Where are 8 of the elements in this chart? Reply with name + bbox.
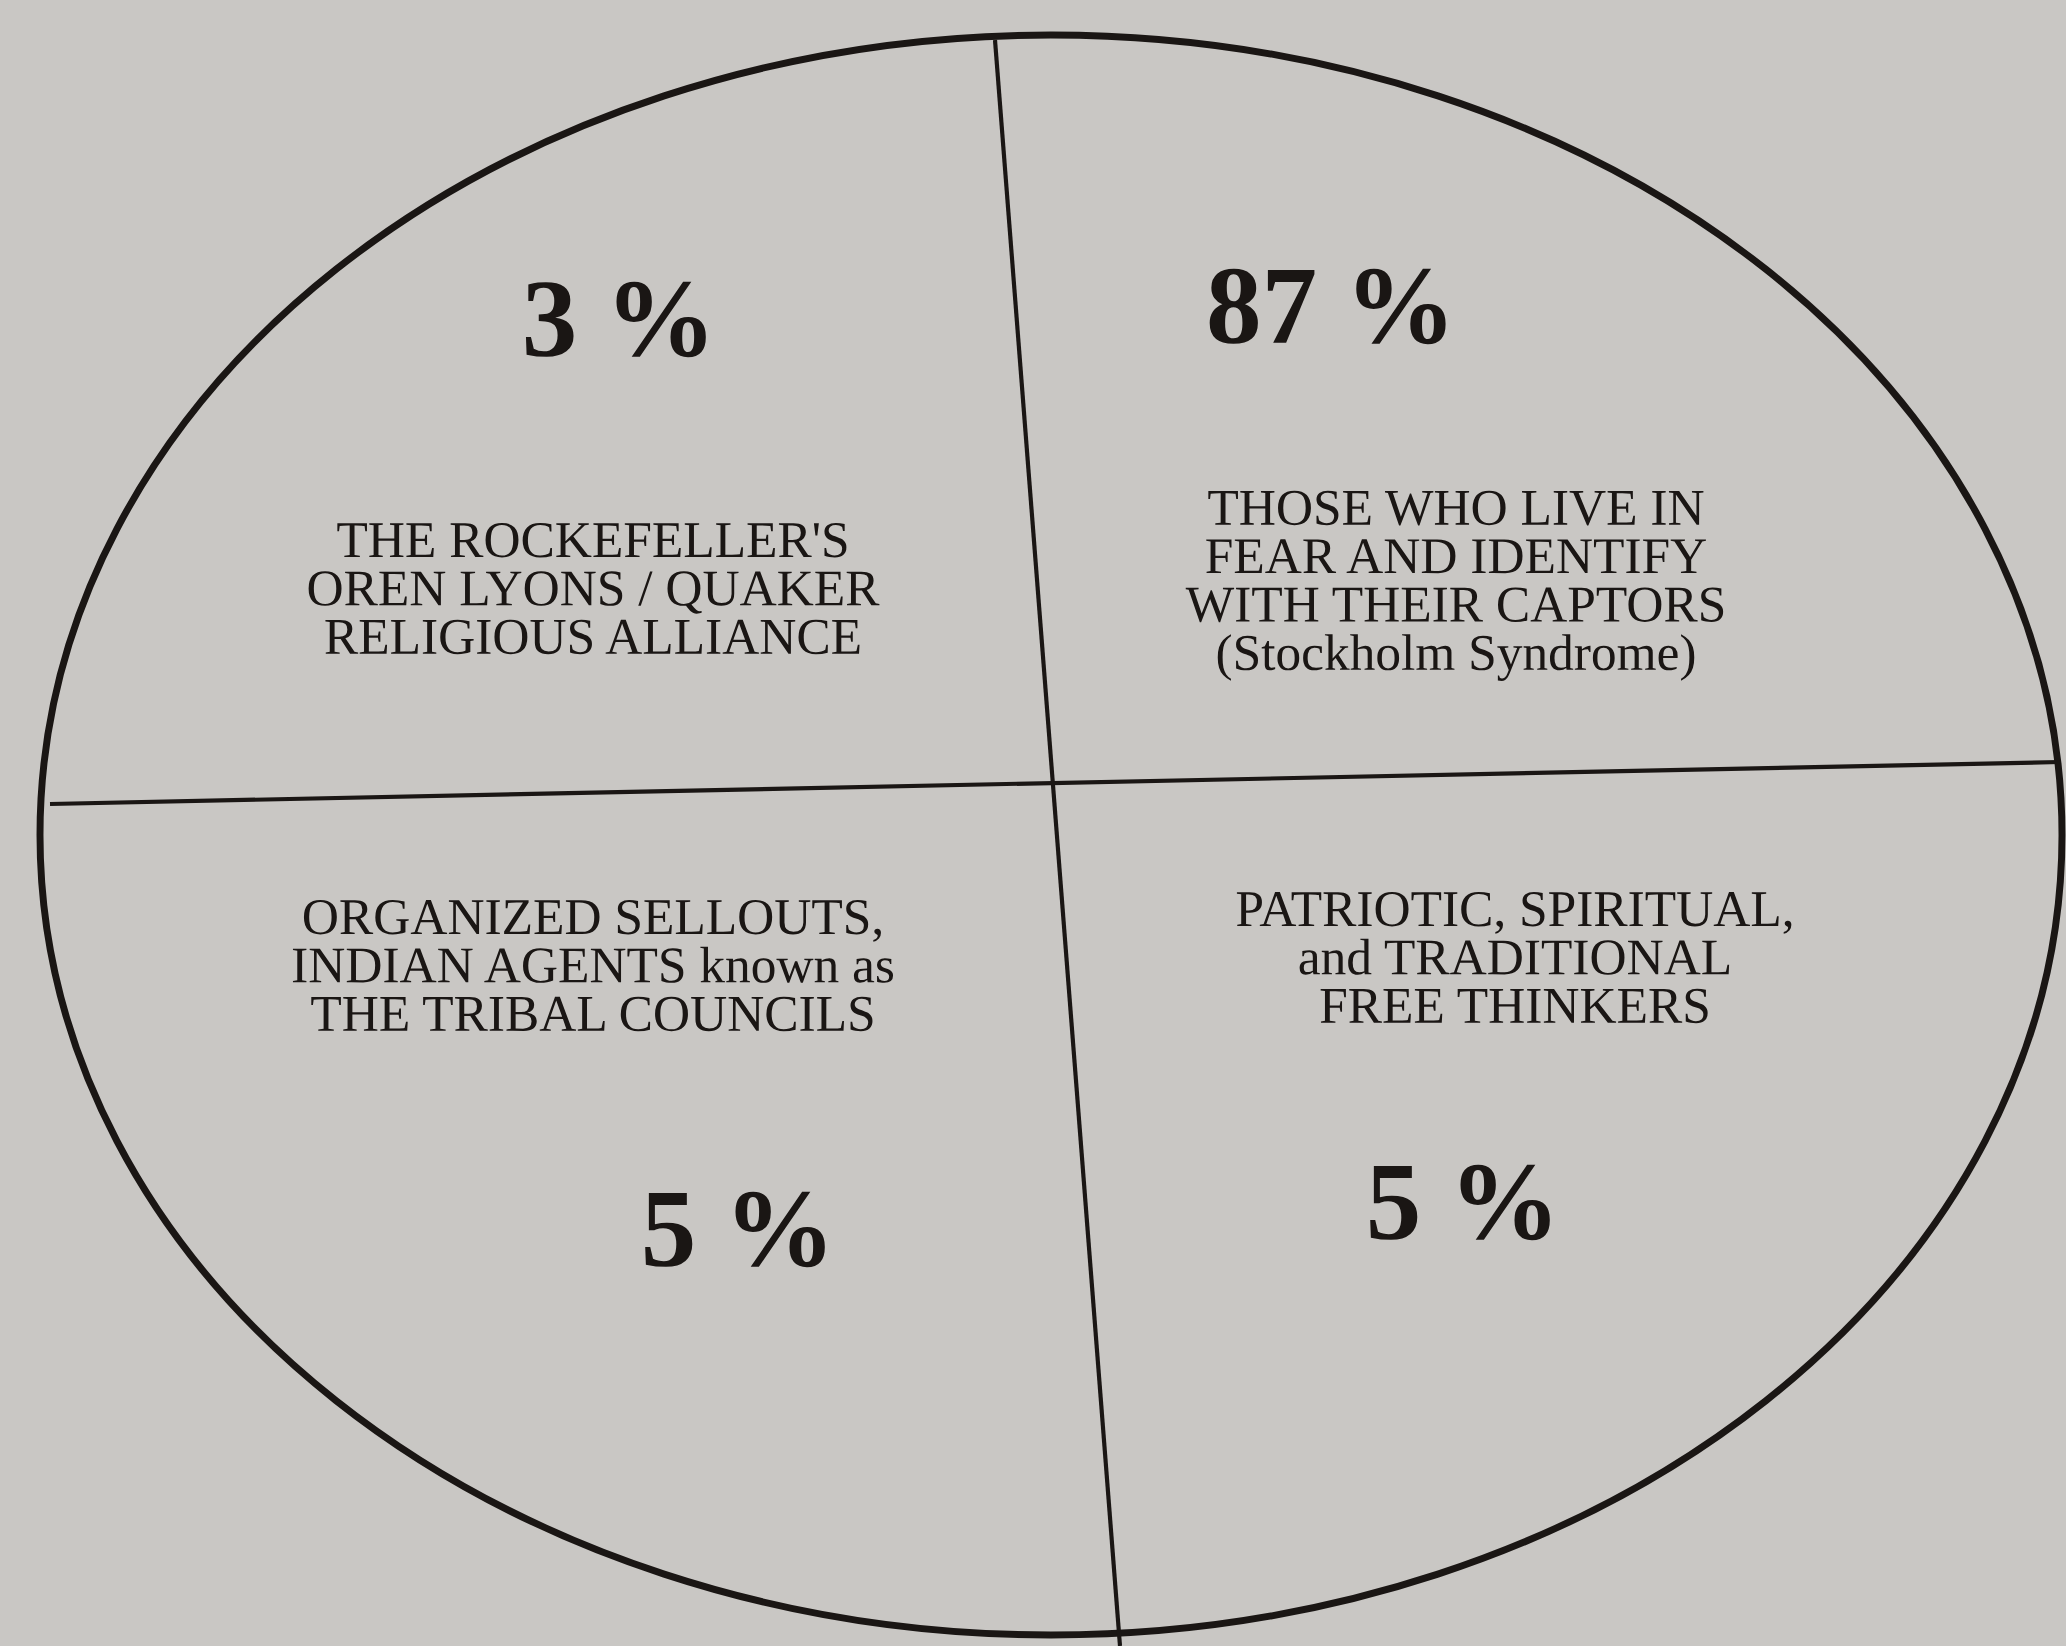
category-label: ORGANIZED SELLOUTS, INDIAN AGENTS known as THE TRIBAL COUNCILS xyxy=(292,899,894,1032)
data-label: 5 % xyxy=(1370,1164,1550,1241)
category-label: PATRIOTIC, SPIRITUAL, and TRADITIONAL FREE THINKERS xyxy=(1236,891,1792,1024)
data-label: 3 % xyxy=(525,281,706,358)
category-label: THOSE WHO LIVE IN FEAR AND IDENTIFY WITH THEIR CAPTORS (Stockholm Syndrome) xyxy=(1185,490,1724,681)
category-label: THE ROCKEFELLER'S OREN LYONS / QUAKER RELIGIOUS ALLIANCE xyxy=(308,522,880,655)
data-label: 87 % xyxy=(1209,268,1446,345)
data-label: 5 % xyxy=(645,1191,825,1268)
